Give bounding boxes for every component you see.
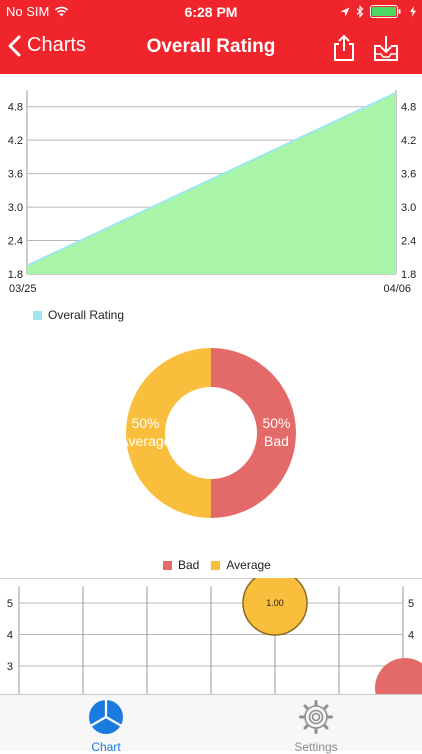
legend-swatch-average bbox=[211, 560, 221, 570]
status-right bbox=[340, 5, 416, 18]
status-left: No SIM bbox=[6, 4, 69, 19]
status-time: 6:28 PM bbox=[184, 4, 238, 20]
rating-bubble-chart: 3344551.00 bbox=[0, 578, 422, 694]
tab-settings[interactable]: Settings bbox=[276, 699, 356, 754]
donut-percent-average: 50% bbox=[131, 415, 159, 431]
legend-label-average: Average bbox=[226, 558, 271, 572]
save-button[interactable] bbox=[373, 34, 399, 67]
rating-area-chart: 1.8 1.8 2.4 2.4 3.0 3.0 3.6 3.6 4.2 4.2 4.8 4.8 03/2… bbox=[8, 90, 416, 295]
share-button[interactable] bbox=[332, 34, 356, 67]
location-arrow-icon bbox=[340, 7, 350, 16]
bubble-y-tick-left-0: 3 bbox=[7, 661, 13, 673]
donut-percent-bad: 50% bbox=[262, 415, 290, 431]
wifi-icon bbox=[55, 6, 69, 17]
bluetooth-icon bbox=[356, 5, 364, 18]
chevron-left-icon bbox=[8, 35, 21, 56]
back-button[interactable]: Charts bbox=[8, 34, 86, 57]
y-tick-left-4: 4.2 bbox=[8, 135, 23, 147]
bubble-y-tick-left-1: 4 bbox=[7, 630, 13, 642]
donut-label-average: Average bbox=[120, 433, 172, 449]
back-label: Charts bbox=[27, 34, 86, 56]
y-tick-left-0: 1.8 bbox=[8, 269, 23, 281]
legend-label-rating: Overall Rating bbox=[48, 308, 125, 322]
y-tick-right-4: 4.2 bbox=[401, 135, 416, 147]
y-tick-left-5: 4.8 bbox=[8, 102, 23, 114]
gear-icon bbox=[299, 700, 333, 734]
status-bar: No SIM 6:28 PM bbox=[0, 0, 422, 24]
bubble-point-bad bbox=[375, 658, 422, 694]
x-tick-0: 03/25 bbox=[9, 283, 37, 295]
tab-chart[interactable]: Chart bbox=[66, 699, 146, 754]
x-tick-1: 04/06 bbox=[383, 283, 411, 295]
tab-settings-label: Settings bbox=[294, 740, 338, 754]
legend-swatch-rating bbox=[33, 310, 42, 320]
charging-bolt-icon bbox=[410, 6, 416, 17]
donut-legend: Bad Average bbox=[163, 558, 271, 572]
y-tick-left-3: 3.6 bbox=[8, 169, 23, 181]
y-tick-right-1: 2.4 bbox=[401, 236, 416, 248]
bubble-y-tick-right-1: 4 bbox=[408, 630, 414, 642]
area-legend: Overall Rating bbox=[33, 308, 124, 322]
area-series-line bbox=[26, 91, 397, 267]
carrier-label: No SIM bbox=[6, 4, 50, 19]
pie-chart-icon bbox=[89, 700, 123, 734]
donut-slice-bad bbox=[211, 348, 296, 518]
battery-icon bbox=[370, 5, 401, 18]
nav-bar: Charts Overall Rating bbox=[0, 24, 422, 74]
y-tick-right-2: 3.0 bbox=[401, 202, 416, 214]
bubble-point-average bbox=[242, 578, 308, 636]
share-icon bbox=[334, 34, 354, 61]
rating-donut-chart: 50% Bad 50% Average bbox=[120, 348, 296, 518]
y-tick-right-0: 1.8 bbox=[401, 269, 416, 281]
y-tick-left-1: 2.4 bbox=[8, 236, 23, 248]
donut-slice-average bbox=[126, 348, 211, 518]
y-tick-right-3: 3.6 bbox=[401, 169, 416, 181]
area-fill bbox=[27, 92, 396, 275]
bubble-y-tick-right-2: 5 bbox=[408, 598, 414, 610]
legend-label-bad: Bad bbox=[178, 558, 200, 572]
tab-bar: Chart Settings bbox=[0, 694, 422, 754]
y-tick-left-2: 3.0 bbox=[8, 202, 23, 214]
legend-swatch-bad bbox=[163, 560, 172, 570]
bubble-y-tick-left-2: 5 bbox=[7, 598, 13, 610]
donut-label-bad: Bad bbox=[264, 433, 289, 449]
y-tick-right-5: 4.8 bbox=[401, 102, 416, 114]
tab-chart-label: Chart bbox=[91, 740, 121, 754]
download-tray-icon bbox=[374, 36, 398, 61]
bubble-point-label: 1.00 bbox=[266, 598, 284, 608]
donut-hole bbox=[171, 393, 251, 473]
